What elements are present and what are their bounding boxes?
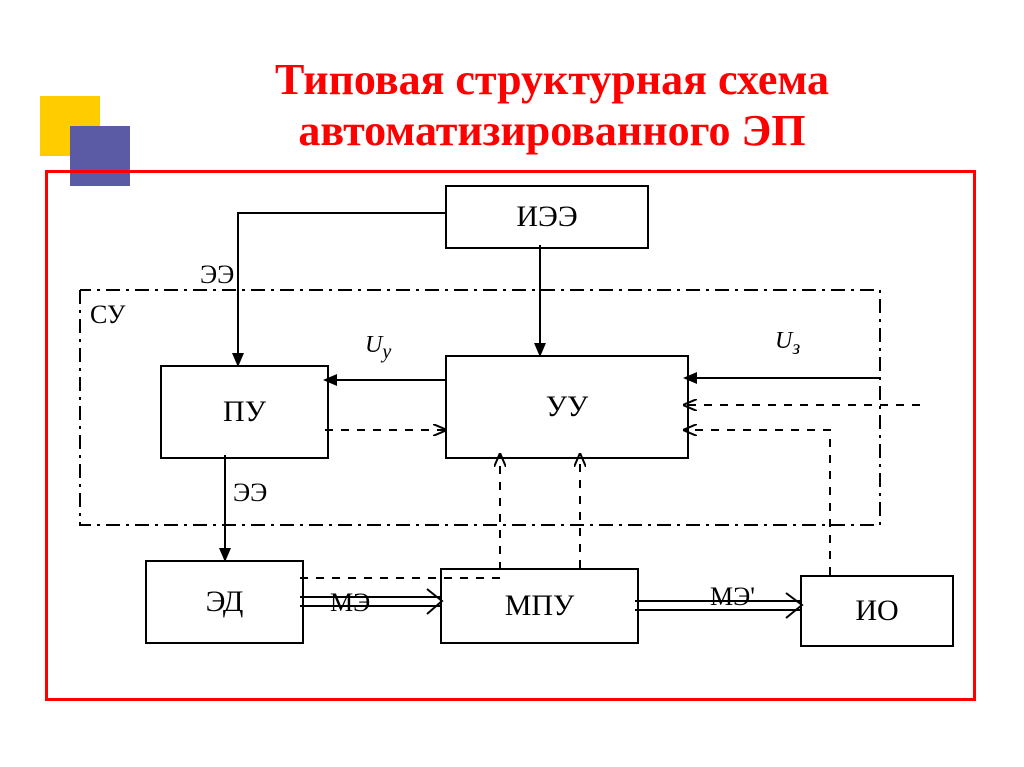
node-ed: ЭД bbox=[145, 560, 304, 644]
page-title: Типовая структурная схема автоматизирова… bbox=[120, 55, 984, 156]
node-pu-label: ПУ bbox=[223, 395, 266, 429]
node-mpu: МПУ bbox=[440, 568, 639, 644]
node-io: ИО bbox=[800, 575, 954, 647]
node-iee-label: ИЭЭ bbox=[516, 200, 577, 234]
node-uu: УУ bbox=[445, 355, 689, 459]
label-su: СУ bbox=[90, 300, 125, 330]
label-uy: Uу bbox=[365, 332, 391, 364]
label-me: МЭ bbox=[330, 588, 370, 618]
node-iee: ИЭЭ bbox=[445, 185, 649, 249]
label-ee2: ЭЭ bbox=[233, 478, 267, 508]
label-me2: МЭ' bbox=[710, 582, 755, 612]
node-mpu-label: МПУ bbox=[505, 589, 575, 623]
label-uz: Uз bbox=[775, 328, 800, 360]
node-uu-label: УУ bbox=[546, 390, 588, 424]
node-ed-label: ЭД bbox=[206, 585, 244, 619]
label-ee1: ЭЭ bbox=[200, 260, 234, 290]
node-io-label: ИО bbox=[855, 594, 898, 628]
node-pu: ПУ bbox=[160, 365, 329, 459]
